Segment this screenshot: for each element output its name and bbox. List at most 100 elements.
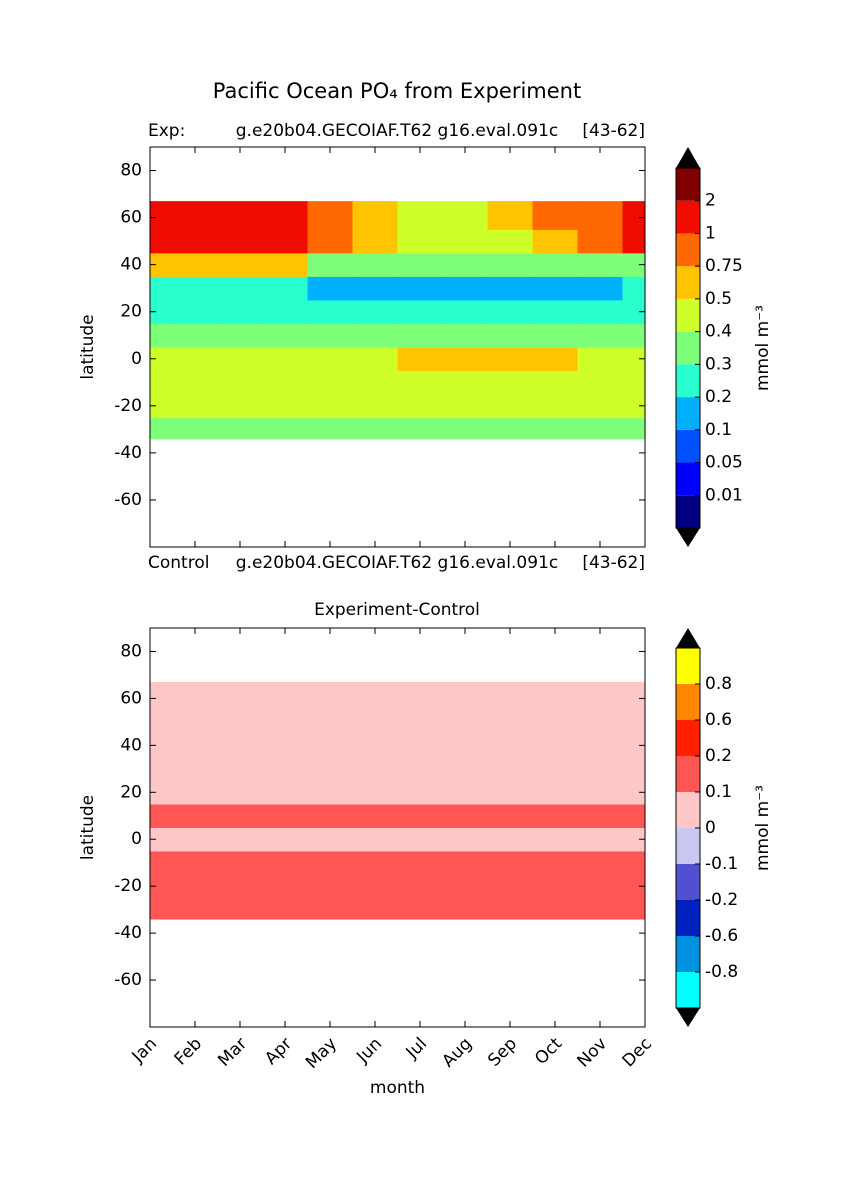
- colorbar-tick-label: 0.8: [705, 674, 732, 694]
- contour-cell: [622, 252, 646, 277]
- contour-cell: [307, 323, 353, 348]
- contour-cell: [307, 874, 353, 899]
- contour-cell: [622, 201, 646, 230]
- contour-cell: [172, 370, 218, 395]
- contour-cell: [262, 323, 308, 348]
- contour-cell: [577, 804, 623, 828]
- contour-cell: [217, 252, 263, 277]
- contour-cell: [622, 827, 646, 852]
- contour-cell: [622, 780, 646, 805]
- colorbar-box: [676, 200, 700, 234]
- contour-cell: [352, 299, 398, 324]
- contour-cell: [397, 733, 443, 758]
- contour-cell: [397, 370, 443, 395]
- colorbar-extend: [676, 147, 700, 168]
- contour-cell: [172, 780, 218, 805]
- contour-cell: [217, 299, 263, 324]
- colorbar-tick-label: 0.6: [705, 710, 732, 730]
- contour-cell: [172, 827, 218, 852]
- header-text: [43-62]: [582, 121, 645, 141]
- header-text: Exp:: [148, 121, 185, 141]
- contour-cell: [442, 347, 488, 372]
- colorbar-box: [676, 429, 700, 463]
- contour-cell: [217, 710, 263, 735]
- contour-cell: [307, 827, 353, 852]
- contour-cell: [217, 417, 263, 440]
- colorbar-tick-label: 0.75: [705, 256, 743, 276]
- contour-cell: [622, 850, 646, 875]
- colorbar-tick-label: 1: [705, 223, 716, 243]
- x-tick-label: Aug: [438, 1034, 476, 1072]
- contour-cell: [352, 804, 398, 828]
- contour-cell: [217, 897, 263, 920]
- colorbar-box: [676, 900, 700, 936]
- contour-cell: [397, 252, 443, 277]
- x-tick-label: Sep: [484, 1034, 521, 1071]
- contour-cell: [442, 201, 488, 230]
- contour-cell: [622, 417, 646, 440]
- x-tick-label: Apr: [261, 1034, 296, 1069]
- colorbar-box: [676, 828, 700, 864]
- contour-cell: [150, 804, 173, 828]
- contour-cell: [262, 681, 308, 711]
- contour-cell: [262, 229, 308, 254]
- contour-cell: [532, 850, 578, 875]
- plot-frame: [149, 627, 646, 1028]
- contour-cell: [307, 370, 353, 395]
- contour-cell: [262, 827, 308, 852]
- contour-cell: [442, 733, 488, 758]
- y-tick-label: 40: [120, 255, 142, 275]
- colorbar-box: [676, 462, 700, 496]
- contour-cell: [532, 299, 578, 324]
- colorbar-tick-label: 0.3: [705, 354, 732, 374]
- contour-cell: [442, 850, 488, 875]
- contour-cell: [442, 681, 488, 711]
- contour-cell: [622, 394, 646, 419]
- contour-cell: [532, 827, 578, 852]
- x-tick-label: May: [302, 1034, 341, 1073]
- contour-cell: [397, 276, 443, 301]
- contour-cell: [307, 229, 353, 254]
- contour-cell: [532, 370, 578, 395]
- y-axis-label: latitude: [78, 314, 98, 379]
- contour-cell: [150, 827, 173, 852]
- contour-cell: [150, 757, 173, 782]
- contour-cell: [397, 201, 443, 230]
- contour-cell: [262, 370, 308, 395]
- contour-cell: [487, 323, 533, 348]
- colorbar-box: [676, 792, 700, 828]
- y-tick-label: 60: [120, 208, 142, 228]
- contour-cell: [217, 201, 263, 230]
- contour-cell: [532, 780, 578, 805]
- contour-cell: [442, 370, 488, 395]
- contour-cell: [307, 710, 353, 735]
- colorbar-tick-label: 0.4: [705, 322, 732, 342]
- contour-cell: [150, 323, 173, 348]
- contour-cell: [442, 252, 488, 277]
- y-tick-label: -60: [114, 490, 142, 510]
- contour-cell: [217, 804, 263, 828]
- contour-cell: [532, 417, 578, 440]
- contour-cell: [487, 804, 533, 828]
- contour-cell: [150, 780, 173, 805]
- contour-cell: [217, 370, 263, 395]
- contour-cell: [262, 874, 308, 899]
- contour-cell: [487, 733, 533, 758]
- contour-cell: [217, 276, 263, 301]
- contour-cell: [150, 897, 173, 920]
- contour-cell: [172, 252, 218, 277]
- x-tick-label: Jun: [352, 1034, 386, 1068]
- colorbar-tick-label: -0.1: [705, 854, 738, 874]
- colorbar-box: [676, 298, 700, 332]
- contour-cell: [532, 874, 578, 899]
- contour-cell: [397, 347, 443, 372]
- y-tick-label: 80: [120, 641, 142, 661]
- plot-frame: [149, 146, 646, 548]
- contour-cell: [150, 201, 173, 230]
- contour-cell: [622, 323, 646, 348]
- contour-cell: [622, 681, 646, 711]
- contour-cell: [487, 394, 533, 419]
- colorbar-tick-label: 2: [705, 191, 716, 211]
- contour-cell: [217, 757, 263, 782]
- contour-cell: [172, 681, 218, 711]
